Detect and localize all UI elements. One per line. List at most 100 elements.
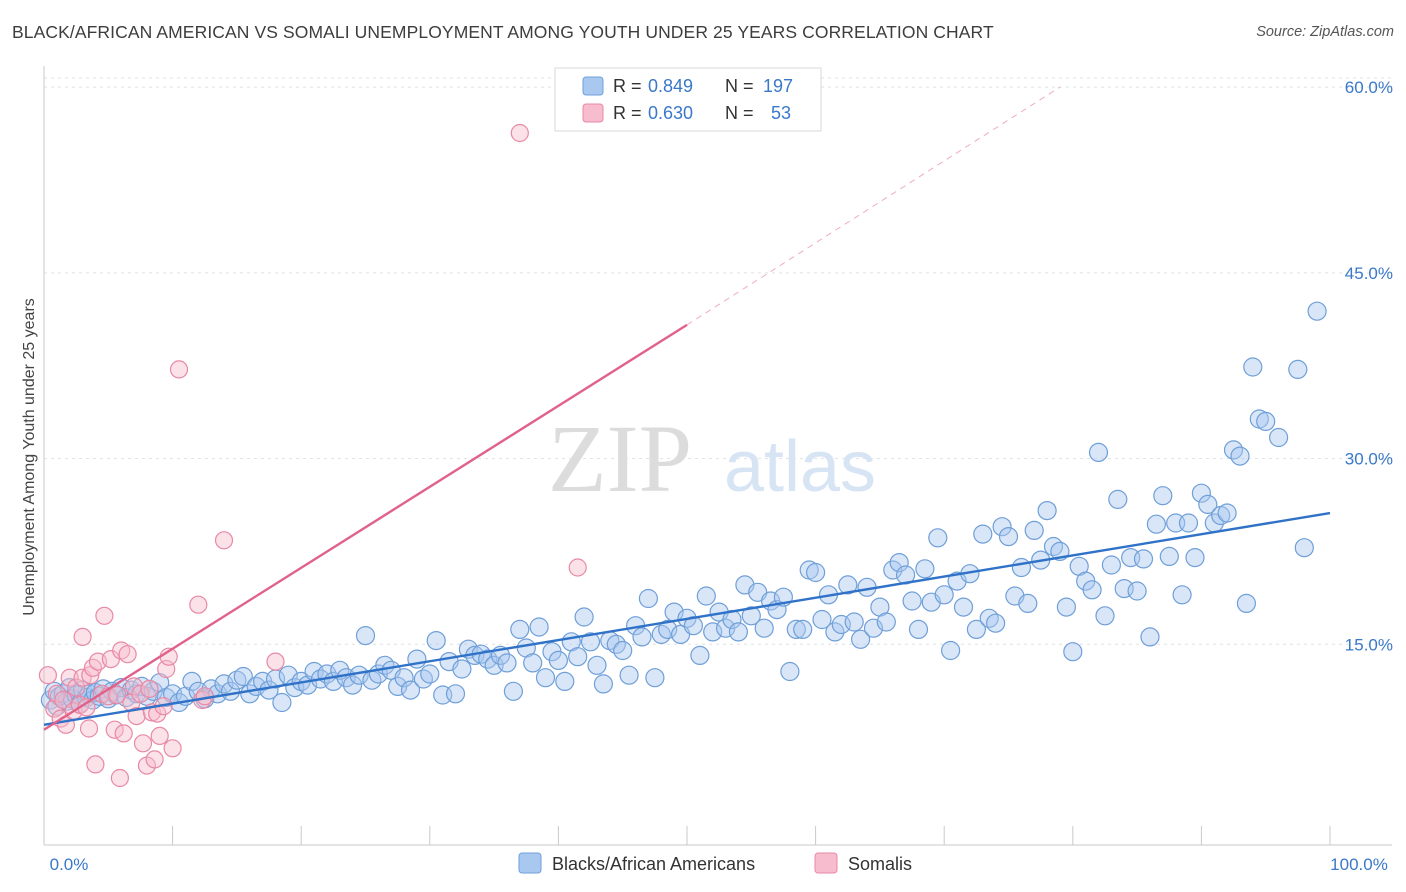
series-somalis-points [38,123,587,788]
data-point-somalis [81,666,100,685]
data-point-blacks [992,517,1012,537]
bottom-legend-label-pink: Somalis [848,854,912,874]
legend-r-label: R = [613,76,642,96]
data-point-blacks [793,619,813,640]
data-point-blacks [953,597,974,617]
data-point-blacks [529,617,549,637]
data-point-somalis [131,684,150,703]
bottom-legend-swatch-pink [814,852,838,874]
legend-n-label: N = [725,76,754,96]
data-point-blacks [915,559,935,579]
data-point-blacks [973,524,993,544]
data-point-blacks [182,671,202,692]
data-point-blacks [1108,489,1128,509]
data-point-blacks [838,575,858,595]
trend-line-somalis-extension [686,86,1061,326]
legend-n-value: 53 [771,103,791,123]
data-point-blacks [696,586,716,606]
data-point-blacks [1172,585,1192,605]
chart-title: BLACK/AFRICAN AMERICAN VS SOMALI UNEMPLO… [12,22,994,42]
data-point-somalis [169,360,189,379]
data-point-blacks [1191,483,1212,503]
data-point-somalis [108,685,127,705]
data-point-blacks [1133,549,1154,569]
data-point-blacks [1256,411,1276,431]
data-point-blacks [786,619,806,640]
legend-swatch-blue [582,76,604,96]
data-point-blacks [812,609,832,630]
data-point-somalis [73,627,92,647]
data-point-blacks [503,681,524,701]
watermark-atlas: atlas [724,427,876,507]
data-point-blacks [510,619,530,640]
y-tick-label: 30.0% [1345,450,1393,469]
data-point-somalis [114,724,133,743]
data-point-blacks [645,668,665,688]
data-point-blacks [394,668,414,688]
legend-r-label: R = [613,103,642,123]
data-point-blacks [355,625,376,646]
data-point-somalis [54,690,73,710]
data-point-somalis [124,677,144,696]
data-point-blacks [1088,442,1109,462]
data-point-blacks [1243,357,1263,377]
data-point-blacks [998,526,1019,547]
data-point-blacks [587,655,607,675]
data-point-blacks [632,627,652,647]
legend-r-value: 0.849 [648,76,693,96]
data-point-blacks [825,622,845,642]
data-point-blacks [754,618,774,638]
data-point-blacks [1268,427,1289,448]
top-legend: R = 0.849 N = 197 R = 0.630 N = 53 [554,67,822,132]
data-point-blacks [1063,642,1083,662]
legend-n-value: 197 [763,76,793,96]
data-point-blacks [1146,514,1167,534]
source-credit: Source: ZipAtlas.com [1256,24,1394,40]
data-point-somalis [118,645,137,664]
data-point-blacks [985,613,1006,633]
data-point-blacks [1018,593,1038,614]
data-point-blacks [1217,503,1237,523]
y-tick-label: 15.0% [1345,635,1393,654]
data-point-somalis [266,652,285,671]
data-point-blacks [420,664,440,684]
data-point-somalis [510,123,529,143]
data-point-blacks [452,659,472,679]
data-point-blacks [580,632,601,652]
data-point-blacks [400,680,421,700]
data-point-somalis [133,734,153,753]
data-point-blacks [426,630,446,651]
x-tick-label-max: 100.0% [1330,855,1388,874]
data-point-blacks [272,692,292,713]
legend-swatch-pink [582,103,604,123]
trend-line-blacks [43,511,1331,726]
data-point-blacks [844,612,864,632]
y-tick-label: 60.0% [1345,78,1393,97]
data-point-blacks [1159,546,1179,567]
data-point-blacks [638,588,659,609]
data-point-blacks [1307,301,1327,321]
data-point-blacks [883,560,903,580]
data-point-blacks [651,624,671,645]
data-point-somalis [38,666,58,685]
y-tick-labels: 15.0% 30.0% 45.0% 60.0% [1345,78,1393,654]
data-point-blacks [535,668,556,688]
data-point-somalis [86,755,105,774]
data-point-blacks [1288,359,1308,379]
data-point-blacks [876,612,896,632]
data-point-somalis [568,558,587,577]
data-point-blacks [1230,446,1250,466]
data-point-blacks [1024,520,1044,541]
data-point-blacks [1101,555,1122,575]
data-point-somalis [67,678,86,697]
data-point-somalis [189,595,208,614]
y-axis-label: Unemployment Among Youth under 25 years [21,298,38,616]
data-point-blacks [1140,627,1160,647]
data-point-blacks [1037,501,1057,521]
data-point-blacks [850,629,871,649]
data-point-blacks [1095,606,1115,626]
data-point-somalis [95,606,114,625]
data-point-somalis [214,531,234,550]
data-point-blacks [523,653,543,673]
